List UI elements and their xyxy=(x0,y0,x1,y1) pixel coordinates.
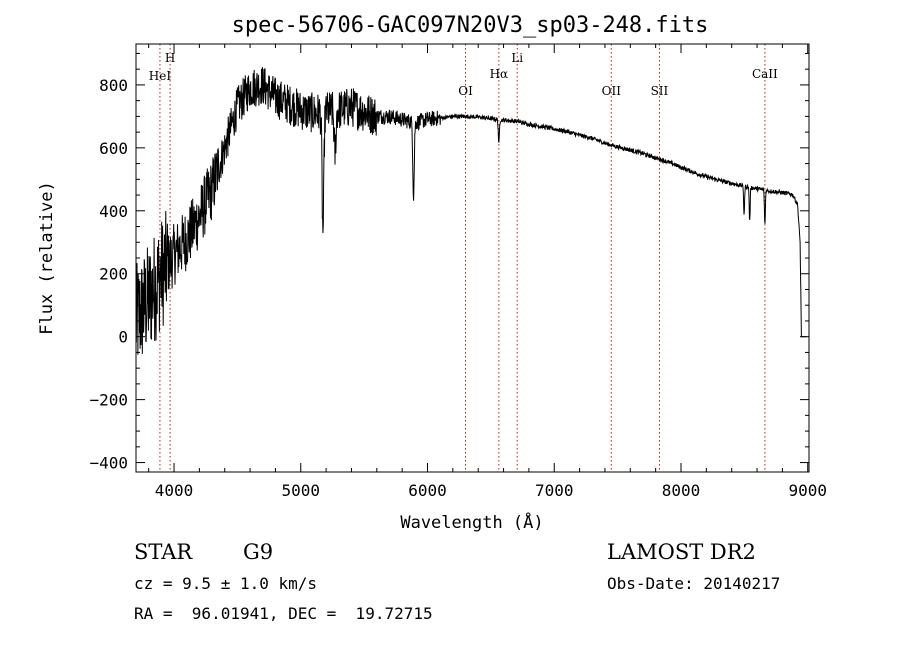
y-tick-label: −400 xyxy=(89,454,128,473)
x-tick-label: 6000 xyxy=(408,481,447,500)
survey-name: LAMOST DR2 xyxy=(607,540,756,564)
spectral-line-label: OI xyxy=(458,84,473,98)
x-axis-label: Wavelength (Å) xyxy=(400,511,543,533)
x-axis-ticks: 4000 5000 6000 7000 8000 9000 xyxy=(148,44,827,500)
spectral-line-label: H xyxy=(165,51,175,65)
y-tick-label: 600 xyxy=(99,139,128,158)
y-axis-label: Flux (relative) xyxy=(37,181,57,335)
x-tick-label: 9000 xyxy=(788,481,827,500)
object-class: STAR xyxy=(134,540,193,564)
y-tick-label: 200 xyxy=(99,265,128,284)
y-tick-label: −200 xyxy=(89,391,128,410)
x-tick-label: 5000 xyxy=(281,481,320,500)
spectral-line-label: Li xyxy=(511,51,523,65)
spectrum-line xyxy=(135,67,807,355)
coordinates: RA = 96.01941, DEC = 19.72715 xyxy=(134,604,433,623)
y-tick-label: 0 xyxy=(118,328,128,347)
y-tick-label: 400 xyxy=(99,202,128,221)
x-tick-label: 8000 xyxy=(662,481,701,500)
chart-title: spec-56706-GAC097N20V3_sp03-248.fits xyxy=(232,13,709,38)
observation-date: Obs-Date: 20140217 xyxy=(607,574,780,593)
object-subclass: G9 xyxy=(243,540,273,564)
plot-frame xyxy=(135,43,810,473)
x-tick-label: 4000 xyxy=(155,481,194,500)
redshift-cz: cz = 9.5 ± 1.0 km/s xyxy=(134,574,317,593)
spectral-line-label: Hα xyxy=(490,67,509,81)
x-tick-label: 7000 xyxy=(535,481,574,500)
spectral-line-label: CaII xyxy=(752,67,778,81)
y-tick-label: 800 xyxy=(99,76,128,95)
spectral-line-label: SII xyxy=(651,84,669,98)
y-axis-ticks: −400 −200 0 200 400 600 800 xyxy=(89,52,809,473)
spectral-line-markers xyxy=(159,44,766,472)
spectral-line-label: OII xyxy=(602,84,622,98)
spectral-line-label: HeI xyxy=(149,69,172,83)
